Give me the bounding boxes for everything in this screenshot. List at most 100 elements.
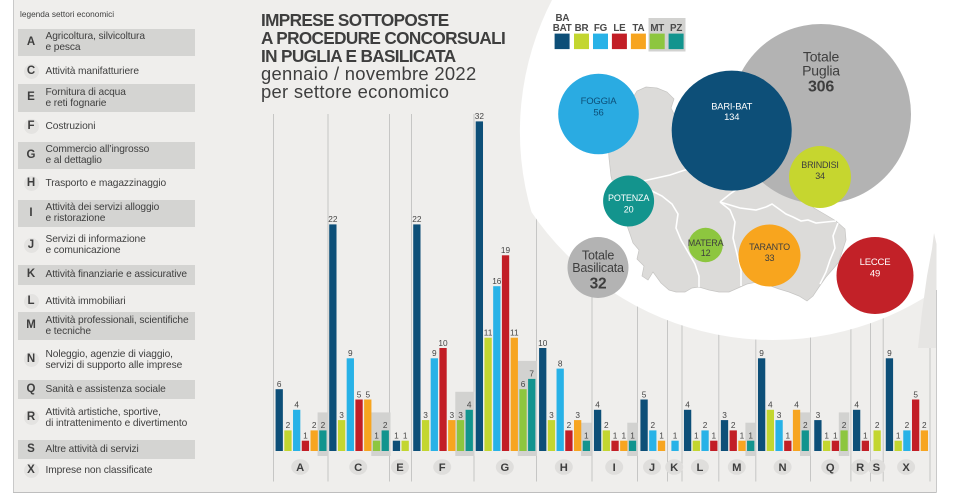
svg-text:12: 12 — [701, 248, 711, 258]
svg-text:3: 3 — [722, 410, 727, 420]
svg-text:9: 9 — [348, 348, 353, 358]
svg-text:3: 3 — [458, 410, 463, 420]
svg-text:9: 9 — [887, 348, 892, 358]
svg-text:2: 2 — [731, 420, 736, 430]
svg-text:Puglia: Puglia — [802, 63, 840, 79]
svg-text:3: 3 — [777, 410, 782, 420]
svg-text:20: 20 — [624, 205, 634, 215]
svg-text:10: 10 — [538, 338, 548, 348]
svg-text:134: 134 — [724, 111, 739, 122]
svg-text:2: 2 — [842, 420, 847, 430]
svg-text:2: 2 — [604, 420, 609, 430]
svg-text:MATERA: MATERA — [688, 238, 724, 248]
svg-text:H: H — [560, 462, 568, 474]
svg-text:1: 1 — [863, 431, 868, 441]
svg-text:2: 2 — [905, 420, 910, 430]
svg-text:4: 4 — [595, 400, 600, 410]
svg-text:1: 1 — [621, 431, 626, 441]
svg-text:BR: BR — [575, 23, 589, 34]
svg-text:9: 9 — [759, 348, 764, 358]
svg-text:2: 2 — [875, 420, 880, 430]
svg-text:34: 34 — [815, 171, 825, 181]
svg-text:3: 3 — [339, 410, 344, 420]
svg-text:9: 9 — [432, 348, 437, 358]
svg-text:4: 4 — [467, 400, 472, 410]
svg-text:49: 49 — [870, 269, 880, 280]
svg-text:2: 2 — [286, 420, 291, 430]
svg-text:32: 32 — [475, 111, 485, 121]
svg-text:MT: MT — [650, 23, 664, 34]
svg-text:3: 3 — [549, 410, 554, 420]
svg-text:1: 1 — [613, 431, 618, 441]
svg-text:BRINDISI: BRINDISI — [801, 160, 838, 170]
svg-text:4: 4 — [768, 400, 773, 410]
svg-text:R: R — [856, 462, 864, 474]
svg-text:19: 19 — [501, 245, 511, 255]
svg-text:FOGGIA: FOGGIA — [581, 96, 618, 107]
svg-text:TARANTO: TARANTO — [749, 242, 790, 252]
svg-text:1: 1 — [673, 431, 678, 441]
svg-text:1: 1 — [740, 431, 745, 441]
svg-text:2: 2 — [312, 420, 317, 430]
svg-text:1: 1 — [403, 431, 408, 441]
svg-text:6: 6 — [521, 379, 526, 389]
svg-text:1: 1 — [711, 431, 716, 441]
svg-text:Q: Q — [826, 462, 835, 474]
svg-text:4: 4 — [685, 400, 690, 410]
svg-text:1: 1 — [659, 431, 664, 441]
svg-text:LECCE: LECCE — [860, 257, 891, 268]
svg-text:1: 1 — [785, 431, 790, 441]
svg-text:1: 1 — [374, 431, 379, 441]
svg-text:FG: FG — [594, 23, 608, 34]
svg-text:C: C — [354, 462, 362, 474]
svg-text:6: 6 — [277, 379, 282, 389]
svg-text:5: 5 — [365, 389, 370, 399]
svg-text:BARI-BAT: BARI-BAT — [711, 100, 752, 111]
svg-text:32: 32 — [590, 276, 607, 293]
svg-text:J: J — [649, 462, 655, 474]
svg-text:5: 5 — [913, 389, 918, 399]
svg-text:F: F — [439, 462, 446, 474]
svg-text:2: 2 — [703, 420, 708, 430]
svg-text:2: 2 — [321, 420, 326, 430]
svg-text:4: 4 — [794, 400, 799, 410]
svg-text:BAT: BAT — [553, 23, 572, 34]
svg-text:22: 22 — [328, 214, 338, 224]
svg-text:L: L — [696, 462, 703, 474]
svg-text:2: 2 — [803, 420, 808, 430]
svg-text:3: 3 — [449, 410, 454, 420]
svg-text:8: 8 — [558, 358, 563, 368]
svg-text:2: 2 — [922, 420, 927, 430]
svg-text:1: 1 — [748, 431, 753, 441]
svg-text:10: 10 — [438, 338, 448, 348]
svg-text:16: 16 — [492, 276, 502, 286]
svg-text:1: 1 — [303, 431, 308, 441]
svg-text:33: 33 — [765, 253, 775, 263]
svg-text:1: 1 — [694, 431, 699, 441]
svg-text:Basilicata: Basilicata — [572, 261, 624, 275]
svg-text:S: S — [873, 462, 881, 474]
svg-text:1: 1 — [833, 431, 838, 441]
svg-text:1: 1 — [584, 431, 589, 441]
svg-text:3: 3 — [423, 410, 428, 420]
svg-text:11: 11 — [510, 328, 519, 338]
svg-text:2: 2 — [383, 420, 388, 430]
svg-text:M: M — [732, 462, 741, 474]
svg-text:7: 7 — [529, 369, 534, 379]
svg-text:11: 11 — [484, 328, 493, 338]
svg-text:G: G — [500, 462, 509, 474]
svg-text:1: 1 — [824, 431, 829, 441]
svg-text:TA: TA — [632, 23, 644, 34]
svg-text:E: E — [396, 462, 404, 474]
svg-text:3: 3 — [575, 410, 580, 420]
svg-text:A: A — [296, 462, 304, 474]
svg-text:22: 22 — [412, 214, 422, 224]
svg-text:Totale: Totale — [803, 49, 840, 65]
svg-text:2: 2 — [567, 420, 572, 430]
svg-text:Totale: Totale — [582, 249, 614, 263]
svg-text:4: 4 — [294, 400, 299, 410]
svg-text:1: 1 — [896, 431, 901, 441]
svg-text:PZ: PZ — [670, 23, 682, 34]
svg-text:K: K — [670, 462, 678, 474]
svg-text:BA: BA — [556, 13, 570, 24]
